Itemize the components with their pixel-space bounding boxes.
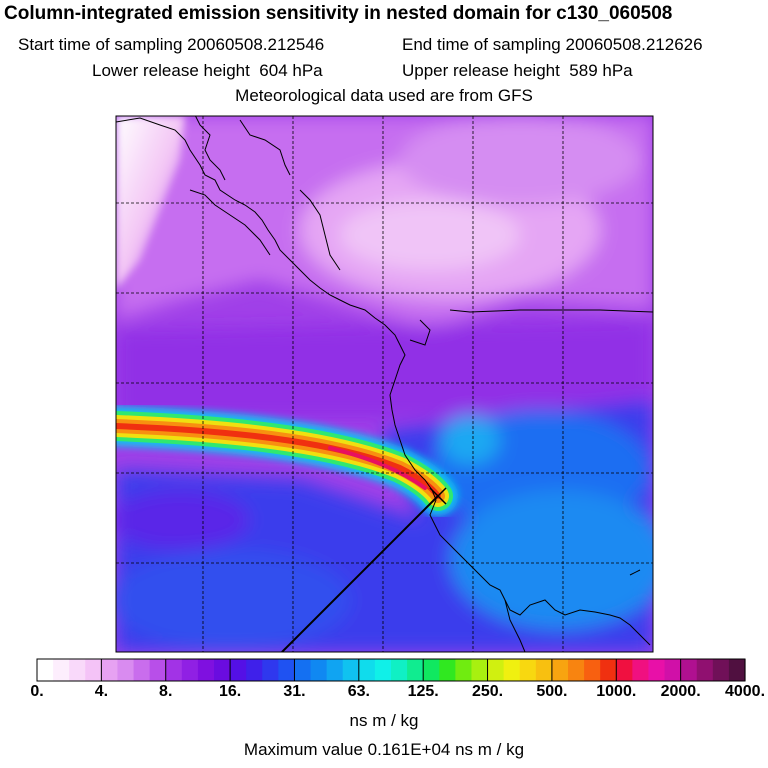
colorbar-swatch [391, 659, 408, 681]
colorbar-swatch [519, 659, 537, 681]
colorbar-swatch [487, 659, 505, 681]
colorbar-tick-label: 0. [30, 683, 44, 700]
colorbar-swatch [455, 659, 473, 681]
colorbar-swatch [407, 659, 424, 681]
map-frame [115, 115, 654, 653]
colorbar-tick-label: 16. [218, 683, 242, 700]
colorbar-swatch [181, 659, 199, 681]
field-upper-right-patch [400, 116, 640, 205]
colorbar-swatch [69, 659, 86, 681]
colorbar-tick-label: 125. [407, 683, 439, 700]
colorbar-swatch [85, 659, 102, 681]
colorbar-swatch [551, 659, 569, 681]
coastline-peninsula [194, 116, 226, 181]
colorbar-tick-label: 250. [471, 683, 504, 700]
colorbar-tick-label: 500. [536, 683, 568, 700]
map-field [116, 116, 653, 652]
flight-track [281, 495, 439, 652]
lower-height-value: 604 hPa [259, 61, 323, 80]
field-lighter-patch [340, 200, 520, 270]
colorbar-swatch [374, 659, 392, 681]
coastline-river [299, 189, 341, 271]
colorbar-swatch [535, 659, 553, 681]
upper-height-label: Upper release height [402, 61, 560, 80]
upper-height-value: 589 hPa [569, 61, 633, 80]
end-time-value: 20060508.212626 [565, 35, 703, 54]
colorbar-swatch [326, 659, 344, 681]
colorbar-swatch [616, 659, 633, 681]
colorbar-swatch [728, 659, 746, 681]
colorbar-swatch [632, 659, 650, 681]
colorbar-tick-label: 8. [159, 683, 173, 700]
field-violet-west [116, 490, 250, 550]
colorbar-tick-label: 1000. [596, 683, 637, 700]
border-line [449, 309, 653, 313]
colorbar-tick-label: 2000. [660, 683, 701, 700]
coastlines [116, 116, 653, 652]
coastline-inlet [239, 119, 291, 176]
release-point-marker [429, 487, 447, 505]
colorbar-swatch [503, 659, 521, 681]
border-south [504, 599, 526, 652]
chart-title: Column-integrated emission sensitivity i… [4, 3, 673, 24]
max-value-note: Maximum value 0.161E+04 ns m / kg [243, 740, 525, 759]
colorbar-swatch [246, 659, 263, 681]
plume-core [328, 446, 427, 490]
colorbar-swatch [423, 659, 440, 681]
colorbar-swatch [278, 659, 296, 681]
colorbar-tick-label: 63. [347, 683, 370, 700]
colorbar-swatch [600, 659, 617, 681]
start-time-label: Start time of sampling [18, 35, 183, 54]
colorbar-swatch [648, 659, 666, 681]
end-time-line: End time of sampling 20060508.212626 [402, 35, 703, 55]
field-white-corner [116, 116, 185, 290]
field-blue-southeast [450, 490, 653, 630]
colorbar-swatch [149, 659, 167, 681]
upper-height-line: Upper release height 589 hPa [402, 61, 633, 81]
colorbar-swatch [294, 659, 312, 681]
colorbar-swatch [262, 659, 279, 681]
island [629, 569, 641, 576]
plume [116, 406, 458, 516]
coastline-main [116, 117, 651, 646]
colorbar-swatch [165, 659, 183, 681]
colorbar-tick-label: 4000. [724, 683, 766, 700]
colorbar-swatch [664, 659, 682, 681]
colorbar-swatch [310, 659, 328, 681]
colorbar-swatch [117, 659, 135, 681]
coastline-gulf [409, 319, 431, 346]
colorbar-swatch [342, 659, 360, 681]
start-time-line: Start time of sampling 20060508.212546 [18, 35, 324, 55]
colorbar-swatch [584, 659, 601, 681]
colorbar-tick-label: 31. [283, 683, 306, 700]
graticule [116, 116, 653, 652]
colorbar-swatch [37, 659, 54, 681]
colorbar-swatch [439, 659, 456, 681]
colorbar-swatch [53, 659, 70, 681]
end-time-label: End time of sampling [402, 35, 561, 54]
colorbar [36, 658, 746, 682]
lower-height-line: Lower release height 604 hPa [92, 61, 323, 81]
met-data-note: Meteorological data used are from GFS [235, 86, 533, 105]
colorbar-swatch [358, 659, 376, 681]
colorbar-swatch [101, 659, 119, 681]
field-cyan-spot [440, 415, 500, 465]
colorbar-swatch [471, 659, 489, 681]
colorbar-swatch [133, 659, 151, 681]
colorbar-swatch [568, 659, 585, 681]
field-blue-southwest [116, 550, 350, 650]
field-mid-violet [116, 320, 653, 420]
colorbar-swatch [197, 659, 215, 681]
coastline-border [189, 189, 271, 256]
colorbar-swatch [230, 659, 247, 681]
start-time-value: 20060508.212546 [187, 35, 325, 54]
colorbar-swatch [696, 659, 714, 681]
colorbar-swatch [680, 659, 698, 681]
colorbar-tick-label: 4. [94, 683, 109, 700]
lower-height-label: Lower release height [92, 61, 250, 80]
colorbar-swatch [214, 659, 231, 681]
colorbar-swatch [712, 659, 730, 681]
colorbar-units: ns m / kg [349, 711, 419, 730]
